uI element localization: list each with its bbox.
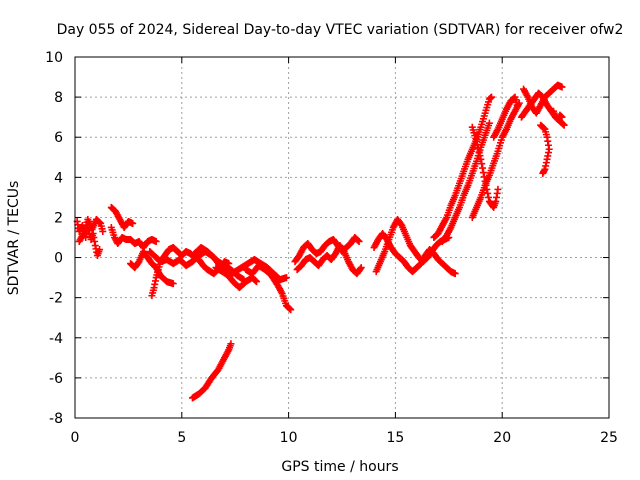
data-point <box>479 164 487 172</box>
data-point <box>152 238 160 246</box>
data-point <box>485 193 493 201</box>
data-point <box>476 152 484 160</box>
data-point <box>169 280 177 288</box>
data-point <box>287 306 295 314</box>
data-point <box>96 246 104 254</box>
y-tick-label: 10 <box>45 50 63 66</box>
data-point <box>99 227 107 235</box>
y-tick-label: 0 <box>54 251 63 267</box>
data-point <box>560 121 568 129</box>
series-track-2 <box>75 215 107 246</box>
series-track-13 <box>293 242 365 278</box>
data-point <box>355 238 363 246</box>
data-point <box>494 185 502 193</box>
data-point <box>129 219 137 227</box>
axis-ticks: 0 5 10 15 20 25 -8 -6 -4 -2 0 2 4 6 8 10 <box>45 50 618 446</box>
data-point <box>477 155 485 163</box>
y-axis-label: SDTVAR / TECUs <box>6 181 22 296</box>
data-point <box>252 277 260 285</box>
series-track-17 <box>438 119 493 246</box>
data-point <box>539 169 547 177</box>
series-track-10 <box>242 262 295 314</box>
grid-lines <box>75 57 609 418</box>
y-tick-label: -2 <box>49 291 63 307</box>
y-tick-label: -8 <box>49 411 63 427</box>
y-tick-label: 8 <box>54 90 63 106</box>
y-tick-label: 4 <box>54 170 63 186</box>
y-tick-label: 6 <box>54 130 63 146</box>
data-point <box>282 274 290 282</box>
series-track-3 <box>107 203 137 231</box>
series-track-23 <box>537 121 553 177</box>
series-track-15 <box>370 229 459 278</box>
x-axis-label: GPS time / hours <box>281 459 398 475</box>
series-track-11 <box>188 340 235 402</box>
data-point <box>558 113 566 121</box>
data-point <box>478 160 486 168</box>
data-point <box>479 169 487 177</box>
data-point <box>473 141 481 149</box>
x-tick-label: 25 <box>600 430 618 446</box>
data-point <box>253 278 261 286</box>
data-point <box>559 120 567 128</box>
series-track-20 <box>490 93 521 141</box>
data-point <box>357 264 365 272</box>
chart-title: Day 055 of 2024, Sidereal Day-to-day VTE… <box>57 22 624 38</box>
series-track-24 <box>549 107 566 123</box>
y-tick-label: 2 <box>54 210 63 226</box>
data-point <box>286 305 294 313</box>
data-point <box>227 340 235 348</box>
x-tick-label: 0 <box>71 430 80 446</box>
x-tick-label: 15 <box>386 430 404 446</box>
data-point <box>488 93 496 101</box>
data-point <box>475 148 483 156</box>
x-tick-label: 20 <box>493 430 511 446</box>
series-track-9 <box>212 256 290 284</box>
y-tick-label: -4 <box>49 331 63 347</box>
data-point <box>485 119 493 127</box>
data-markers <box>73 81 568 402</box>
data-point <box>473 137 481 145</box>
series-track-4 <box>107 223 160 252</box>
data-point <box>558 83 566 91</box>
plot-frame <box>74 56 610 419</box>
data-point <box>356 265 364 273</box>
x-tick-label: 5 <box>177 430 186 446</box>
data-point <box>451 270 459 278</box>
data-point <box>484 189 492 197</box>
data-point <box>474 144 482 152</box>
data-point <box>513 101 521 109</box>
x-tick-label: 10 <box>280 430 298 446</box>
y-tick-label: -6 <box>49 371 63 387</box>
series-track-19 <box>468 99 523 221</box>
series-track-16 <box>430 93 496 241</box>
data-point <box>354 237 362 245</box>
